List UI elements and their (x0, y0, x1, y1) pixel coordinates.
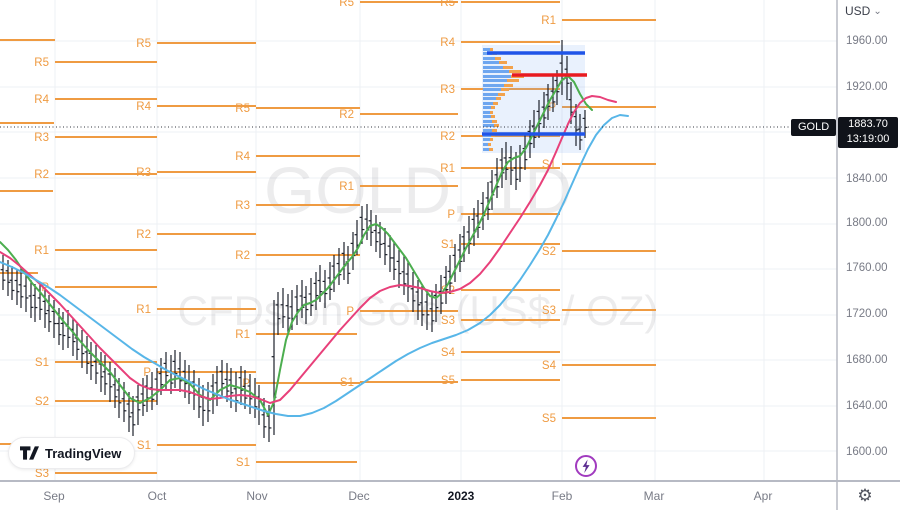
svg-text:R4: R4 (136, 101, 151, 113)
svg-text:S1: S1 (35, 357, 49, 369)
last-price-value: 1883.70 (848, 118, 888, 130)
svg-text:Dec: Dec (348, 489, 369, 503)
tradingview-logo-text: TradingView (45, 445, 122, 461)
lightning-bolt-icon (575, 455, 597, 477)
tradingview-logo-link[interactable]: TradingView (8, 437, 136, 469)
svg-text:S3: S3 (35, 468, 49, 480)
svg-text:S1: S1 (236, 457, 250, 469)
svg-text:R4: R4 (34, 94, 49, 106)
svg-text:S4: S4 (542, 360, 557, 372)
last-price-time: 13:19:00 (846, 133, 890, 145)
svg-text:Feb: Feb (552, 489, 573, 503)
last-price-badge: 1883.70 13:19:00 (838, 117, 898, 148)
svg-text:P: P (143, 367, 151, 379)
svg-text:R5: R5 (235, 103, 250, 115)
settings-gear-button[interactable]: ⚙ (852, 485, 878, 507)
svg-text:S5: S5 (542, 413, 556, 425)
svg-text:R1: R1 (136, 304, 151, 316)
svg-text:Oct: Oct (148, 489, 167, 503)
svg-text:1680.00: 1680.00 (846, 354, 888, 366)
ma-slow-blue (0, 114, 629, 417)
svg-text:S2: S2 (542, 246, 556, 258)
svg-text:R1: R1 (339, 181, 354, 193)
svg-text:R1: R1 (541, 15, 556, 27)
svg-text:S1: S1 (137, 440, 151, 452)
svg-text:P: P (548, 102, 556, 114)
svg-text:Sep: Sep (43, 489, 65, 503)
svg-text:P: P (447, 209, 455, 221)
svg-text:R2: R2 (34, 169, 49, 181)
svg-text:S2: S2 (35, 396, 49, 408)
pivot-levels: R5 R4 R3 R2 R1 P S1 S2 S3 R5 R4 R3 R2 R1 P S1 R5 R4 R3 R2 R1… (0, 0, 656, 480)
currency-selector[interactable]: USD ⌄ (845, 4, 882, 18)
svg-text:R5: R5 (136, 38, 151, 50)
currency-label: USD (845, 4, 871, 18)
flash-indicator-button[interactable] (573, 453, 599, 479)
svg-text:R1: R1 (235, 329, 250, 341)
svg-text:R3: R3 (34, 132, 49, 144)
price-axis[interactable]: 1960.00 1920.00 1840.00 1800.00 1760.00 1720.… (846, 35, 888, 458)
gear-icon: ⚙ (857, 486, 873, 505)
svg-text:S5: S5 (441, 375, 455, 387)
svg-text:Nov: Nov (246, 489, 267, 503)
svg-text:P: P (346, 306, 354, 318)
svg-text:R4: R4 (440, 37, 455, 49)
svg-text:S4: S4 (441, 347, 456, 359)
svg-text:S3: S3 (441, 315, 455, 327)
svg-text:1960.00: 1960.00 (846, 35, 888, 47)
svg-text:R5: R5 (440, 0, 455, 9)
svg-text:1600.00: 1600.00 (846, 446, 888, 458)
svg-text:R5: R5 (34, 57, 49, 69)
tradingview-logo-icon (20, 446, 39, 460)
svg-text:1640.00: 1640.00 (846, 400, 888, 412)
svg-text:1920.00: 1920.00 (846, 81, 888, 93)
svg-text:2023: 2023 (448, 489, 475, 503)
svg-text:R3: R3 (136, 167, 151, 179)
svg-text:R3: R3 (235, 200, 250, 212)
svg-text:S1: S1 (340, 377, 354, 389)
svg-text:GOLD, 1D: GOLD, 1D (264, 153, 572, 227)
svg-text:1720.00: 1720.00 (846, 308, 888, 320)
svg-text:R2: R2 (136, 229, 151, 241)
horizontal-line-drawings (482, 51, 587, 136)
symbol-price-flag: GOLD (791, 119, 837, 136)
svg-text:R1: R1 (34, 245, 49, 257)
chevron-down-icon: ⌄ (873, 5, 882, 17)
svg-text:R2: R2 (440, 131, 455, 143)
svg-text:S1: S1 (441, 239, 455, 251)
svg-text:R2: R2 (235, 250, 250, 262)
svg-text:R1: R1 (440, 163, 455, 175)
svg-text:R3: R3 (440, 84, 455, 96)
svg-text:1800.00: 1800.00 (846, 217, 888, 229)
svg-text:1840.00: 1840.00 (846, 173, 888, 185)
grid-lines (0, 0, 837, 481)
svg-text:R2: R2 (339, 109, 354, 121)
svg-text:P: P (242, 378, 250, 390)
time-axis[interactable]: Sep Oct Nov Dec 2023 Feb Mar Apr (43, 489, 772, 503)
svg-text:1760.00: 1760.00 (846, 262, 888, 274)
svg-text:R4: R4 (235, 151, 250, 163)
moving-averages (0, 75, 629, 417)
ma-fast-green (0, 75, 593, 416)
svg-text:S3: S3 (542, 305, 556, 317)
svg-text:R5: R5 (339, 0, 354, 9)
svg-text:Apr: Apr (754, 489, 773, 503)
ma-mid-pink (0, 95, 617, 404)
svg-text:Mar: Mar (644, 489, 665, 503)
